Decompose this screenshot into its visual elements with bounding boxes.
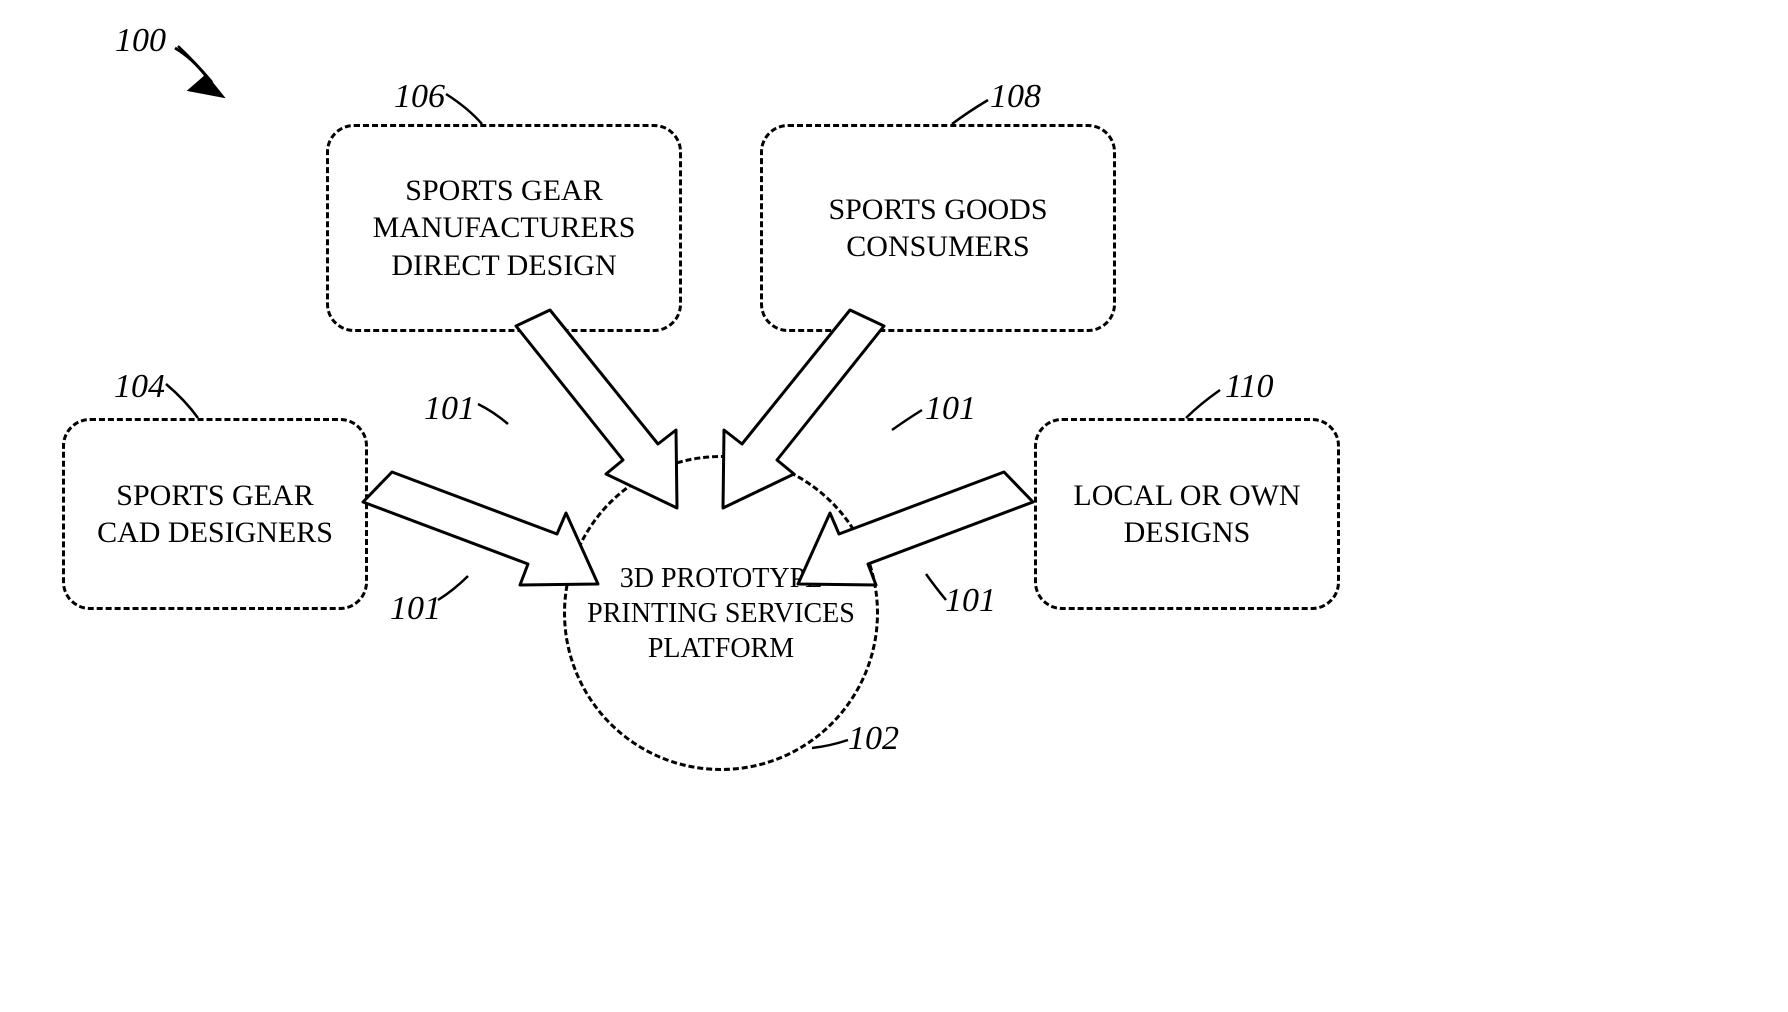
ref-label-102: 102	[848, 720, 899, 758]
ref-arrow-shaft	[175, 48, 206, 76]
leader-line	[478, 404, 508, 424]
leader-line	[178, 46, 212, 82]
ref-label-100: 100	[115, 22, 166, 60]
ref-label-106: 106	[394, 78, 445, 116]
leader-line	[166, 384, 198, 418]
ref-label-104: 104	[114, 368, 165, 406]
block-arrow	[363, 472, 598, 585]
ref-label-101-a: 101	[390, 590, 441, 628]
node-text: SPORTS GEAR CAD DESIGNERS	[85, 465, 345, 564]
ref-label-101-d: 101	[945, 582, 996, 620]
leader-line	[892, 410, 922, 430]
leader-line	[1186, 390, 1220, 418]
leader-line	[812, 740, 848, 748]
ref-label-101-c: 101	[925, 390, 976, 428]
ref-label-101-b: 101	[424, 390, 475, 428]
node-text: SPORTS GEAR MANUFACTURERS DIRECT DESIGN	[361, 160, 648, 297]
node-text: LOCAL OR OWN DESIGNS	[1061, 465, 1312, 564]
ref-arrow-head	[190, 76, 222, 96]
leader-line	[926, 574, 946, 600]
node-local-or-own-designs: LOCAL OR OWN DESIGNS	[1034, 418, 1340, 610]
node-text: 3D PROTOTYPE PRINTING SERVICES PLATFORM	[575, 549, 867, 678]
node-sports-gear-manufacturers: SPORTS GEAR MANUFACTURERS DIRECT DESIGN	[326, 124, 682, 332]
node-3d-prototype-platform: 3D PROTOTYPE PRINTING SERVICES PLATFORM	[563, 455, 879, 771]
node-sports-gear-cad-designers: SPORTS GEAR CAD DESIGNERS	[62, 418, 368, 610]
leader-line	[438, 576, 468, 600]
node-text: SPORTS GOODS CONSUMERS	[816, 179, 1059, 278]
leader-line	[952, 100, 988, 124]
leader-line	[446, 94, 482, 124]
ref-label-108: 108	[990, 78, 1041, 116]
node-sports-goods-consumers: SPORTS GOODS CONSUMERS	[760, 124, 1116, 332]
ref-label-110: 110	[1225, 368, 1273, 406]
